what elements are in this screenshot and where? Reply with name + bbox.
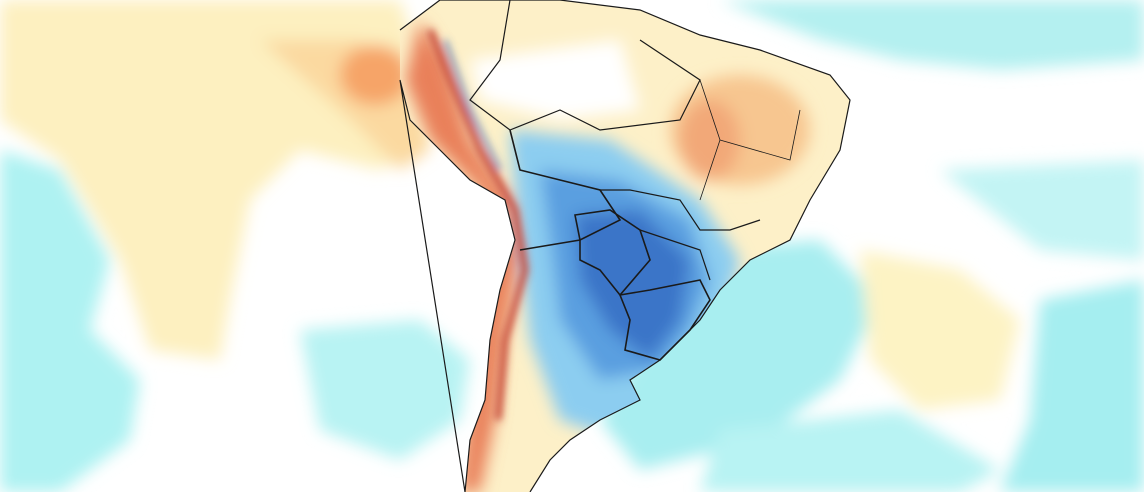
cool-area [0, 150, 140, 492]
border [618, 279, 711, 361]
border [574, 209, 651, 297]
cool-area [940, 160, 1144, 260]
border [639, 229, 711, 281]
andes-warm [405, 20, 520, 492]
warm-area [860, 250, 1020, 410]
cool-area [300, 320, 470, 460]
cool-area [720, 0, 1144, 70]
neutral-area [470, 40, 640, 120]
cool-area [1000, 280, 1144, 492]
coastline [399, 0, 851, 492]
border [469, 0, 701, 131]
warm-core [680, 100, 740, 180]
state-border [699, 79, 801, 201]
border [600, 189, 761, 231]
cold-core [575, 210, 690, 360]
borders [399, 0, 851, 492]
andes-cold-streak [443, 39, 502, 171]
cool-area [600, 240, 880, 470]
cool-area [700, 410, 1000, 492]
warm-core [340, 45, 410, 105]
andes-strong [427, 28, 529, 421]
